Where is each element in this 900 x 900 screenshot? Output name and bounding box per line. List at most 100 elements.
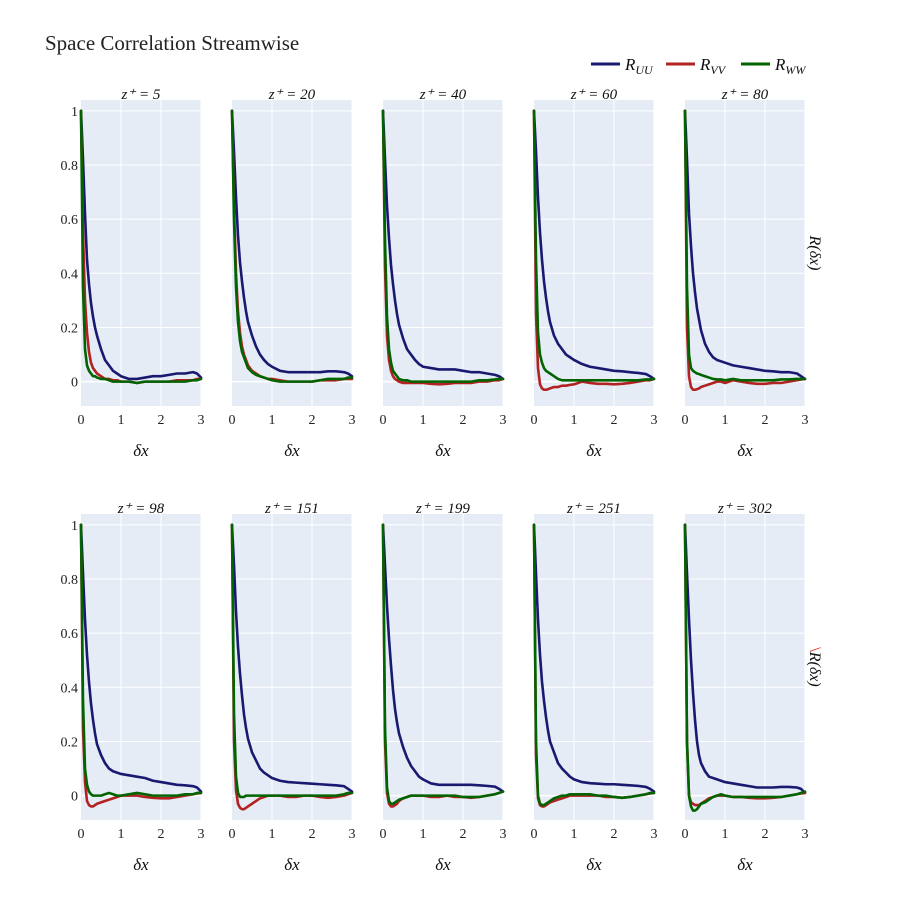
series-line-r-ww [381, 109, 505, 383]
y-tick-label: 0.2 [61, 321, 79, 336]
series-line-r-vv [381, 109, 505, 386]
x-axis-label: δx [737, 855, 753, 874]
x-tick-label: 2 [309, 827, 316, 842]
x-axis-label: δx [284, 441, 300, 460]
panel-title: z⁺ = 302 [717, 501, 772, 517]
series-line-r-vv [532, 109, 656, 392]
x-tick-label: 2 [460, 827, 467, 842]
plot-area [232, 100, 352, 406]
x-tick-label: 2 [309, 413, 316, 428]
x-tick-label: 0 [682, 827, 689, 842]
x-tick-label: 1 [722, 413, 729, 428]
x-axis-label: δx [133, 855, 149, 874]
x-tick-label: 1 [420, 827, 427, 842]
series-line-r-vv [683, 109, 807, 392]
plot-area [383, 100, 503, 406]
x-tick-label: 1 [722, 827, 729, 842]
x-tick-label: 2 [460, 413, 467, 428]
x-tick-label: 0 [531, 413, 538, 428]
x-tick-label: 2 [611, 413, 618, 428]
x-tick-label: 2 [158, 413, 165, 428]
x-axis-label: δx [284, 855, 300, 874]
y-tick-label: 0 [71, 376, 78, 391]
legend: RUU RVV RWW [591, 55, 806, 77]
x-tick-label: 2 [611, 827, 618, 842]
x-tick-label: 3 [651, 827, 658, 842]
y-axis-label-bottom-prefix: \ [806, 647, 823, 652]
y-tick-label: 0.8 [61, 573, 79, 588]
x-tick-label: 2 [762, 413, 769, 428]
plot-area [81, 514, 201, 820]
x-tick-label: 1 [571, 413, 578, 428]
y-tick-label: 0.2 [61, 735, 79, 750]
x-axis-label: δx [133, 441, 149, 460]
y-axis-label-bottom-text: R(δx) [806, 651, 823, 687]
panel-2: z⁺ = 20 0 1 2 3 δx [229, 87, 356, 460]
x-tick-label: 1 [269, 827, 276, 842]
legend-label-r-uu: RUU [624, 55, 654, 77]
series-line-r-uu [230, 109, 354, 378]
x-tick-label: 3 [802, 827, 809, 842]
plot-area [81, 100, 201, 406]
panel-7: z⁺ = 151 0 1 2 3 δx [229, 501, 356, 874]
x-axis-label: δx [586, 441, 602, 460]
series-line-r-uu [532, 109, 656, 381]
y-axis-label-bottom: \R(δx) [806, 647, 823, 686]
series-line-r-uu [683, 523, 807, 795]
x-tick-label: 3 [500, 827, 507, 842]
y-tick-label: 0.8 [61, 159, 79, 174]
x-tick-label: 0 [229, 413, 236, 428]
y-tick-label: 0.6 [61, 627, 79, 642]
x-axis-label: δx [586, 855, 602, 874]
panel-8: z⁺ = 199 0 1 2 3 δx [380, 501, 507, 874]
panel-title: z⁺ = 251 [566, 501, 621, 517]
series-line-r-uu [381, 109, 505, 381]
series-line-r-uu [79, 109, 203, 381]
panel-9: z⁺ = 251 0 1 2 3 δx [531, 501, 658, 874]
plot-area [685, 514, 805, 820]
x-tick-label: 3 [802, 413, 809, 428]
series-line-r-ww [683, 523, 807, 812]
x-axis-label: δx [737, 441, 753, 460]
plot-area [534, 514, 654, 820]
series-line-r-vv [79, 523, 203, 808]
panel-10: z⁺ = 302 0 1 2 3 δx [682, 501, 809, 874]
panel-5: z⁺ = 80 0 1 2 3 δx [682, 87, 809, 460]
series-line-r-ww [532, 523, 656, 807]
y-tick-label: 1 [71, 519, 78, 534]
x-tick-label: 3 [198, 413, 205, 428]
series-line-r-uu [532, 523, 656, 793]
plot-area [685, 100, 805, 406]
series-line-r-ww [683, 109, 807, 382]
panel-title: z⁺ = 60 [570, 87, 618, 103]
x-tick-label: 1 [571, 827, 578, 842]
y-tick-label: 0.4 [61, 267, 79, 282]
series-line-r-ww [79, 523, 203, 797]
x-tick-label: 0 [380, 413, 387, 428]
panel-1: z⁺ = 5 0 1 2 3 0 0.2 0.4 0.6 0.8 1 δx [61, 87, 205, 460]
panel-title: z⁺ = 20 [268, 87, 316, 103]
x-tick-label: 0 [531, 827, 538, 842]
panel-title: z⁺ = 40 [419, 87, 467, 103]
series-line-r-ww [532, 109, 656, 382]
x-axis-label: δx [435, 855, 451, 874]
y-tick-label: 0.6 [61, 213, 79, 228]
chart-title: Space Correlation Streamwise [45, 31, 299, 55]
x-tick-label: 1 [420, 413, 427, 428]
series-line-r-ww [381, 523, 505, 806]
y-tick-label: 0.4 [61, 681, 79, 696]
x-tick-label: 3 [198, 827, 205, 842]
y-axis-label-top: R(δx) [806, 235, 823, 271]
panel-6: z⁺ = 98 0 1 2 3 0 0.2 0.4 0.6 0.8 1 δx [61, 501, 205, 874]
x-tick-label: 2 [762, 827, 769, 842]
panel-title: z⁺ = 98 [117, 501, 165, 517]
x-tick-label: 3 [500, 413, 507, 428]
panel-title: z⁺ = 151 [264, 501, 319, 517]
series-line-r-ww [79, 109, 203, 385]
series-line-r-ww [230, 109, 354, 383]
panel-title: z⁺ = 80 [721, 87, 769, 103]
x-axis-label: δx [435, 441, 451, 460]
series-line-r-uu [230, 523, 354, 793]
